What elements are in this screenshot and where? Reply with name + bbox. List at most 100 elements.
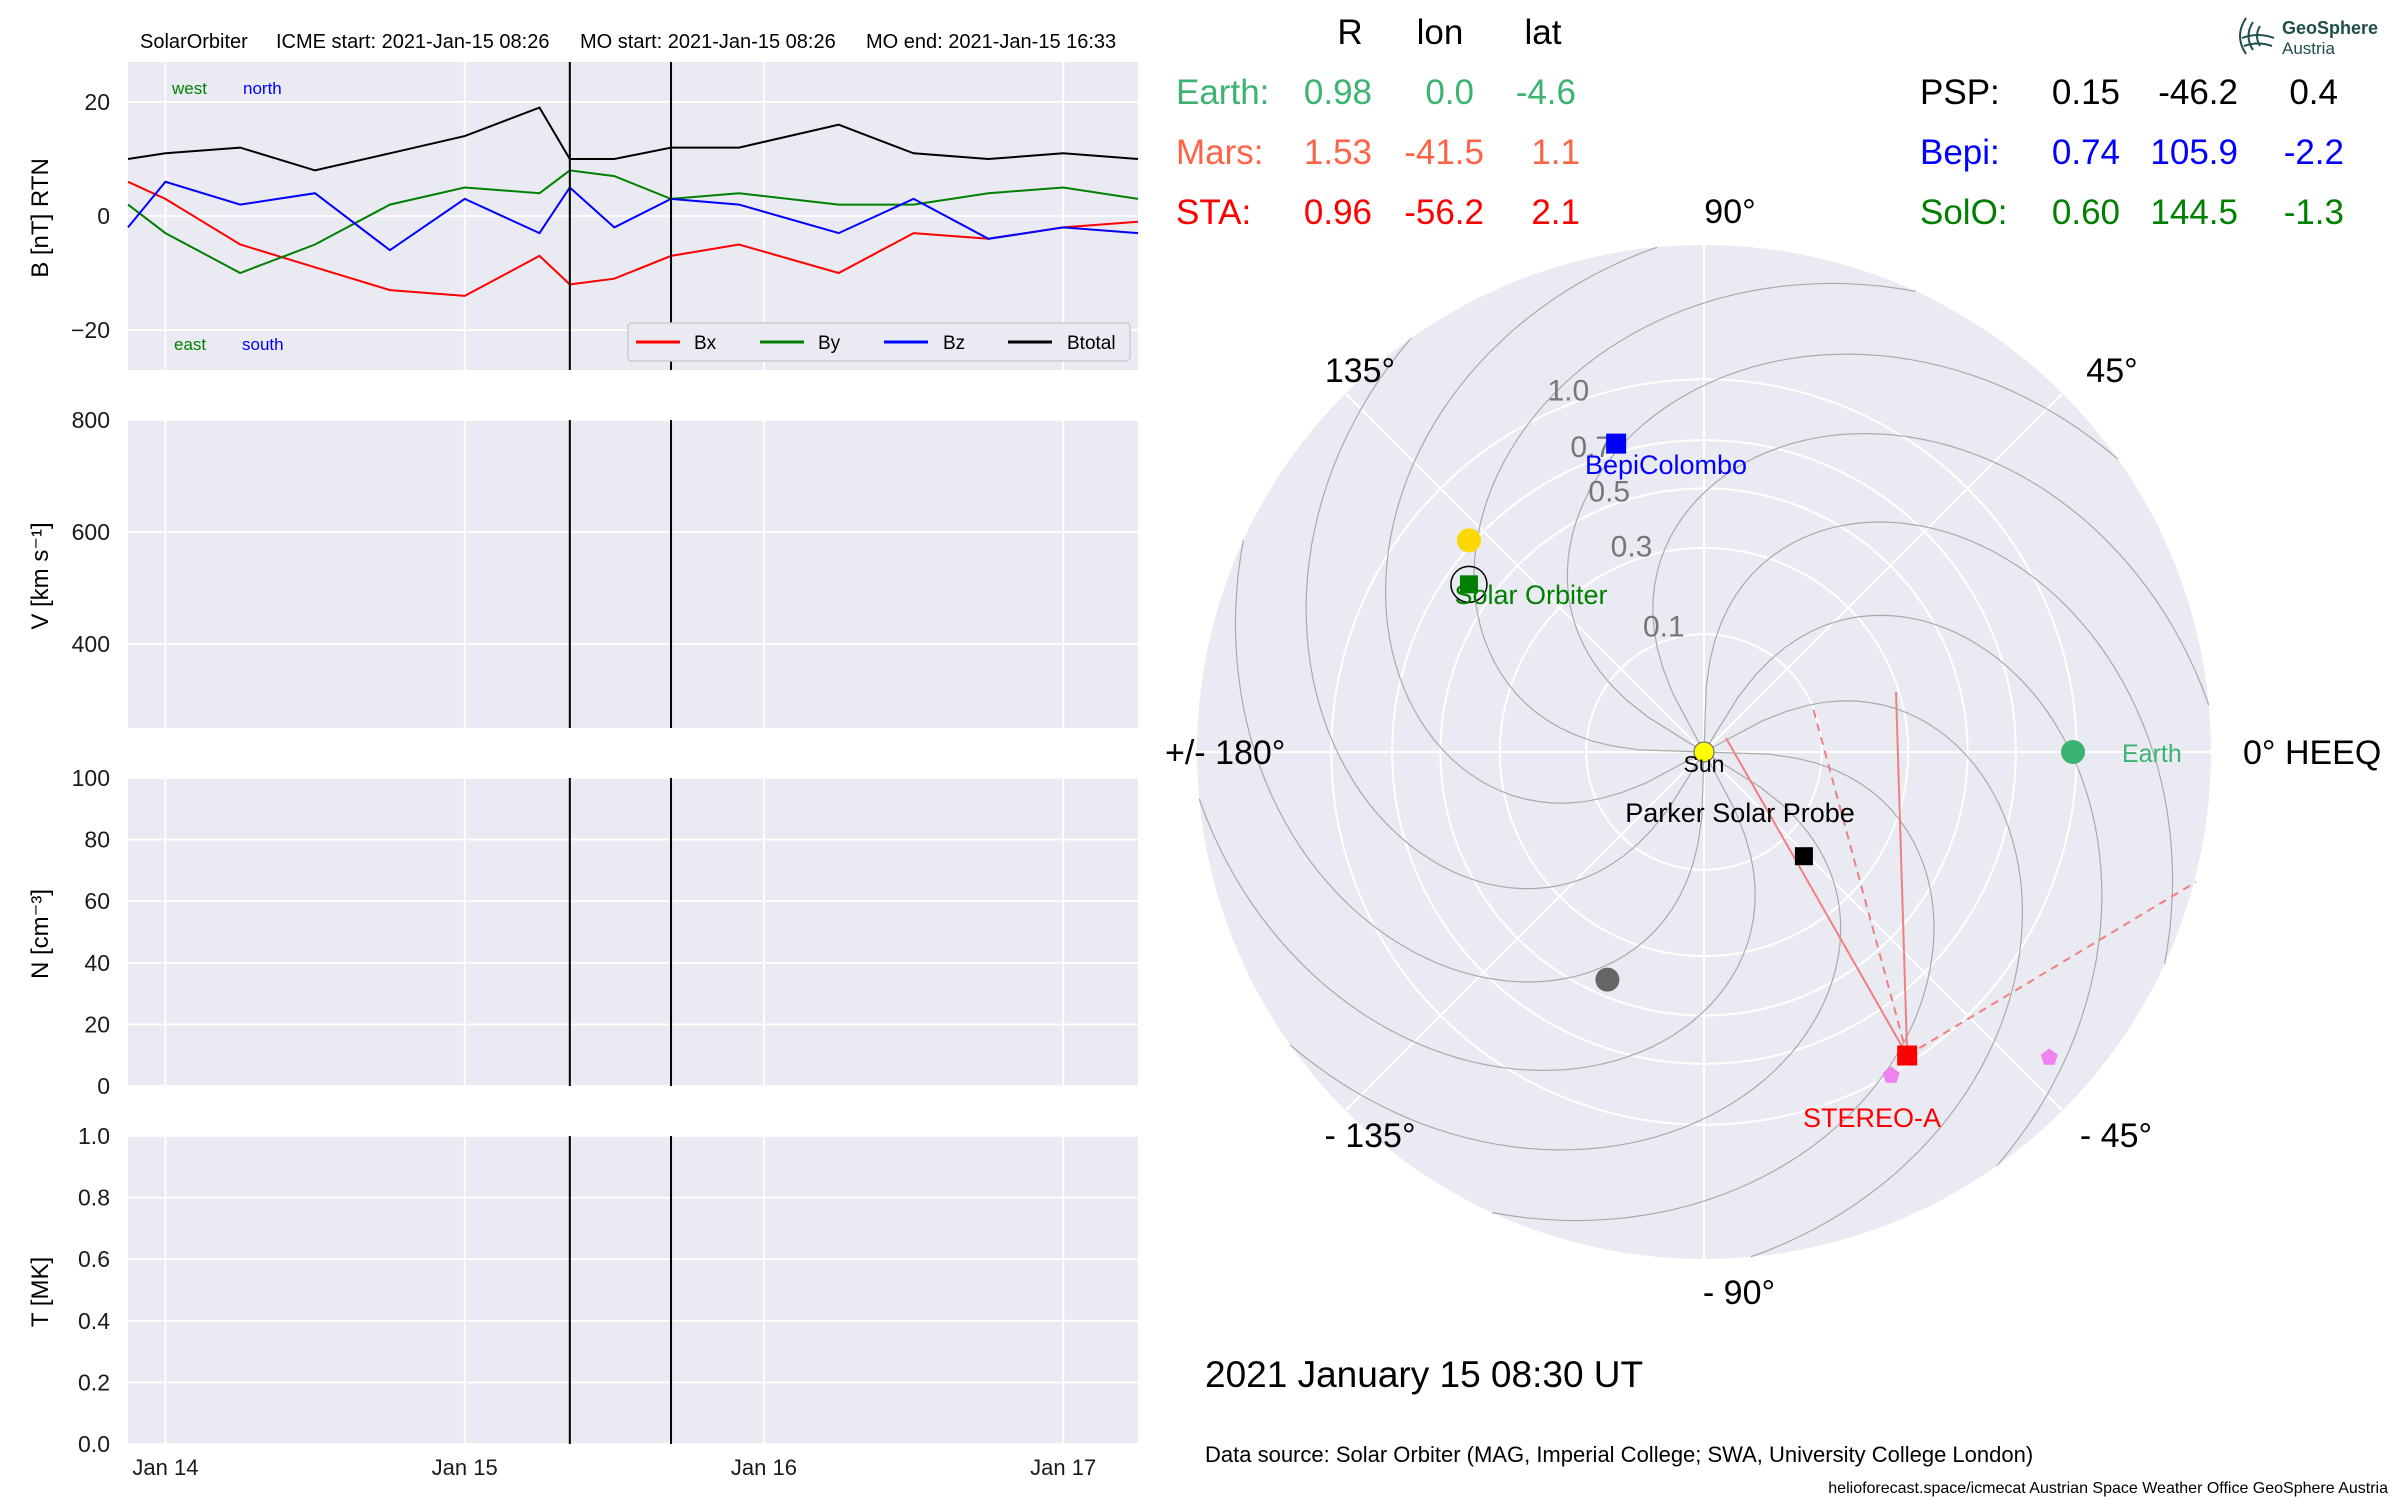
sta-fov-line (1725, 737, 1909, 1056)
bepi-r: 0.74 (2052, 133, 2120, 172)
earth-lat: -4.6 (1516, 73, 1576, 112)
radial-tick-labels: 0.1 0.3 0.5 0.7 1.0 (1548, 374, 1685, 643)
mars-marker (2040, 1048, 2058, 1065)
sta-fov-dashed (1906, 881, 2197, 1057)
angular-grid-line (1344, 751, 1705, 1112)
earth-r: 0.98 (1304, 73, 1372, 112)
parker-spiral (1566, 353, 2119, 753)
b-legend: Bx By Bz Btotal (627, 322, 1131, 362)
t-ytick-label: 0.8 (78, 1185, 110, 1211)
n-ytick-label: 20 (84, 1011, 110, 1037)
b-ytick-label: 0 (97, 203, 110, 229)
radial-tick-label: 0.3 (1611, 531, 1653, 564)
n-ytick-label: 60 (84, 888, 110, 914)
angle-45: 45° (2086, 352, 2137, 390)
b-ylabel: B [nT] RTN (27, 158, 54, 278)
legend-by: By (818, 333, 841, 354)
table-header-lon: lon (1417, 13, 1464, 52)
n-ytick-label: 100 (72, 765, 110, 791)
header-mo-end: MO end: 2021-Jan-15 16:33 (866, 31, 1116, 53)
sta-lon: -56.2 (1404, 193, 1484, 232)
header-mo-start: MO start: 2021-Jan-15 08:26 (580, 31, 836, 53)
n-ytick-label: 80 (84, 827, 110, 853)
parker-spiral (1234, 540, 1705, 983)
t-ylabel: T [MK] (27, 1257, 54, 1327)
legend-bz: Bz (943, 333, 965, 354)
bepi-lat: -2.2 (2284, 133, 2344, 172)
sta-lat: 2.1 (1531, 193, 1580, 232)
table-header-lat: lat (1525, 13, 1562, 52)
b-north-label: north (243, 79, 282, 98)
v-ytick-label: 600 (72, 519, 110, 545)
mars-lat: 1.1 (1531, 133, 1580, 172)
table-header-r: R (1337, 13, 1362, 52)
earth-label: Earth (2122, 740, 2182, 768)
angle-labels: 90° 45° 0° HEEQ - 45° - 90° - 135° +/- 1… (1165, 193, 2381, 1312)
psp-lat: 0.4 (2289, 73, 2338, 112)
sun-label: Sun (1684, 751, 1725, 777)
solo-lat: -1.3 (2284, 193, 2344, 232)
bepi-label: BepiColombo (1585, 450, 1747, 480)
mercury-marker (1595, 967, 1620, 992)
mars-lon: -41.5 (1404, 133, 1484, 172)
n-panel (128, 778, 1138, 1086)
legend-btotal: Btotal (1067, 333, 1116, 354)
mars-name: Mars: (1176, 133, 1264, 172)
angle-m90: - 90° (1703, 1274, 1775, 1312)
radial-tick-label: 0.5 (1588, 476, 1630, 509)
angular-grid-line (1703, 751, 2064, 1112)
event-lines (568, 62, 673, 1444)
n-ytick-label: 40 (84, 950, 110, 976)
bepi-marker (1606, 433, 1627, 454)
header-icme-start: ICME start: 2021-Jan-15 08:26 (276, 31, 549, 53)
t-panel (128, 1136, 1138, 1444)
sun-outline (1693, 741, 1715, 763)
b-ytick-label: 20 (84, 89, 110, 115)
x-tick-label: Jan 15 (432, 1455, 498, 1480)
angular-grid-line (1344, 392, 1705, 753)
table-row-mars: Mars: 1.53 -41.5 1.1 (1176, 133, 1580, 172)
parker-spiral (1305, 337, 1705, 890)
logo-line2: Austria (2282, 39, 2335, 58)
v-ylabel: V [km s⁻¹] (27, 522, 54, 629)
table-row-psp: PSP: 0.15 -46.2 0.4 (1920, 73, 2338, 112)
angle-135: 135° (1325, 352, 1395, 390)
b-south-label: south (242, 335, 284, 354)
venus-marker (1456, 528, 1481, 553)
angle-0: 0° HEEQ (2243, 734, 2381, 772)
sta-r: 0.96 (1304, 193, 1372, 232)
event-header: SolarOrbiter ICME start: 2021-Jan-15 08:… (140, 31, 1116, 53)
sta-marker (1897, 1045, 1918, 1066)
parker-spiral (1703, 521, 2174, 964)
grid-lines (128, 62, 1138, 1445)
angle-m45: - 45° (2080, 1117, 2152, 1155)
earth-name: Earth: (1176, 73, 1269, 112)
table-row-sta: STA: 0.96 -56.2 2.1 (1176, 193, 1580, 232)
sta-pentagon-marker (1882, 1066, 1900, 1083)
t-ytick-label: 0.2 (78, 1369, 110, 1395)
b-field-series (127, 106, 1139, 297)
b-east-label: east (174, 335, 206, 354)
n-ytick-label: 0 (97, 1073, 110, 1099)
solo-r: 0.60 (2052, 193, 2120, 232)
angle-180: +/- 180° (1165, 734, 1285, 772)
table-row-solo: SolO: 0.60 144.5 -1.3 (1920, 193, 2344, 232)
legend-box (627, 322, 1131, 362)
parker-spiral (1703, 700, 2024, 1258)
b-west-label: west (171, 79, 207, 98)
solo-marker (1459, 575, 1478, 594)
solo-lon: 144.5 (2150, 193, 2238, 232)
header-spacecraft: SolarOrbiter (140, 31, 248, 53)
radial-tick-label: 0.7 (1570, 431, 1612, 464)
x-tick-label: Jan 16 (731, 1455, 797, 1480)
psp-lon: -46.2 (2158, 73, 2238, 112)
credits: helioforecast.space/icmecat Austrian Spa… (1828, 1480, 2388, 1497)
mars-r: 1.53 (1304, 133, 1372, 172)
parker-spiral (1652, 432, 2210, 753)
psp-label: Parker Solar Probe (1625, 798, 1855, 828)
psp-name: PSP: (1920, 73, 2000, 112)
data-source: Data source: Solar Orbiter (MAG, Imperia… (1205, 1442, 2033, 1467)
logo-icon (2239, 17, 2275, 55)
timestamp: 2021 January 15 08:30 UT (1205, 1354, 1643, 1395)
